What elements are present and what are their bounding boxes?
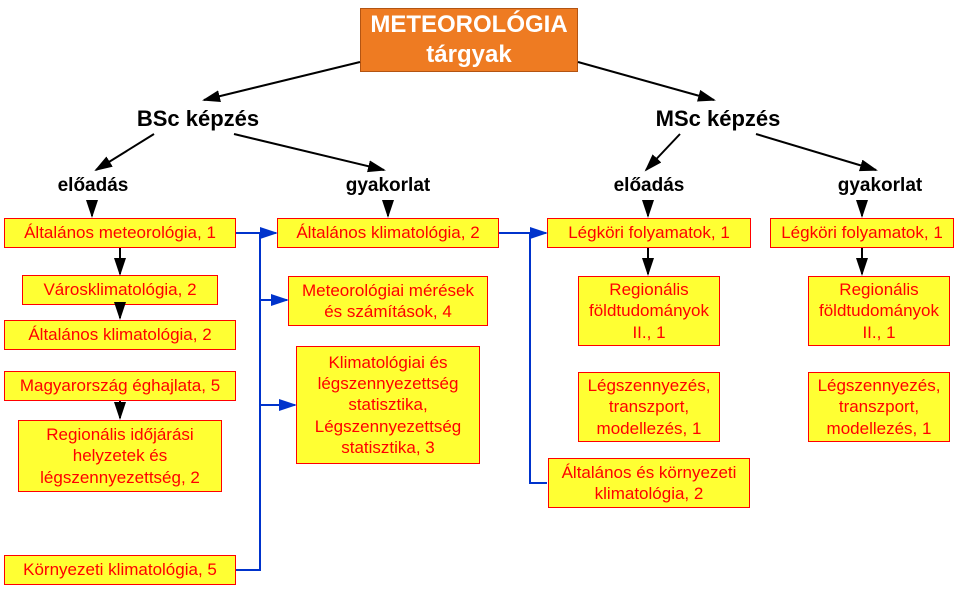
box-bsc-e-f: Környezeti klimatológia, 5 <box>4 555 236 585</box>
msc-heading: MSc képzés <box>638 106 798 132</box>
box-bsc-e-c: Általános klimatológia, 2 <box>4 320 236 350</box>
box-msc-g-b: Regionális földtudományok II., 1 <box>808 276 950 346</box>
box-bsc-g-c: Klimatológiai és légszennyezettség stati… <box>296 346 480 464</box>
box-bsc-e-a: Általános meteorológia, 1 <box>4 218 236 248</box>
sublabel-bsc-gyakorlat: gyakorlat <box>338 175 438 197</box>
box-msc-e-c: Légszennyezés, transzport, modellezés, 1 <box>578 372 720 442</box>
box-msc-e-d: Általános és környezeti klimatológia, 2 <box>548 458 750 508</box>
sublabel-bsc-eloadas: előadás <box>48 175 138 197</box>
sublabel-msc-eloadas: előadás <box>604 175 694 197</box>
box-msc-e-a: Légköri folyamatok, 1 <box>547 218 751 248</box>
box-bsc-e-b: Városklimatológia, 2 <box>22 275 218 305</box>
box-msc-g-c: Légszennyezés, transzport, modellezés, 1 <box>808 372 950 442</box>
sublabel-msc-gyakorlat: gyakorlat <box>830 175 930 197</box>
box-bsc-e-d: Magyarország éghajlata, 5 <box>4 371 236 401</box>
title-line2: tárgyak <box>370 40 567 70</box>
box-bsc-g-b: Meteorológiai mérések és számítások, 4 <box>288 276 488 326</box>
bsc-heading: BSc képzés <box>118 106 278 132</box>
box-msc-g-a: Légköri folyamatok, 1 <box>770 218 954 248</box>
box-msc-e-b: Regionális földtudományok II., 1 <box>578 276 720 346</box>
title-line1: METEOROLÓGIA <box>370 10 567 40</box>
box-bsc-g-a: Általános klimatológia, 2 <box>277 218 499 248</box>
box-bsc-e-e: Regionális időjárási helyzetek és légsze… <box>18 420 222 492</box>
title-box: METEOROLÓGIA tárgyak <box>360 8 578 72</box>
